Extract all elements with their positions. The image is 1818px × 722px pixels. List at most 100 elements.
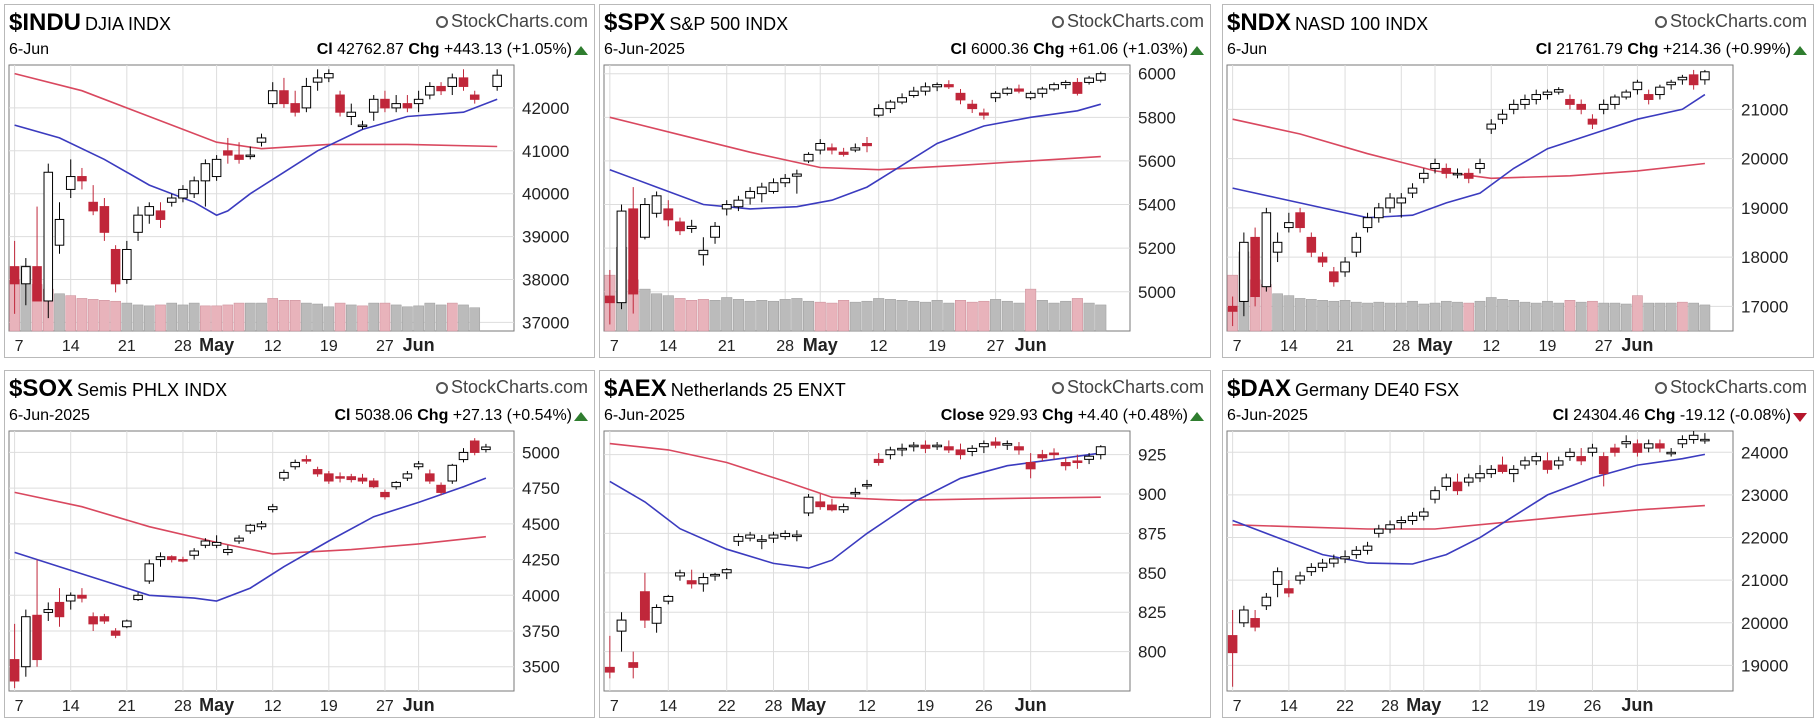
candle-body xyxy=(133,594,143,601)
candle-body xyxy=(1430,163,1440,169)
change-value: +443.13 (+1.05%) xyxy=(443,41,572,58)
candle-body xyxy=(1666,81,1676,86)
volume-bar xyxy=(908,300,920,332)
volume-bar xyxy=(1542,300,1553,332)
y-tick-label: 20000 xyxy=(1741,150,1788,169)
candle-body xyxy=(1340,261,1350,273)
candle-body xyxy=(469,94,480,100)
y-tick-label: 4250 xyxy=(522,551,560,570)
candle-body xyxy=(1385,197,1395,209)
candle-body xyxy=(425,473,435,482)
candle-body xyxy=(391,481,401,488)
x-tick-label: 7 xyxy=(610,338,619,355)
candle-body xyxy=(651,606,662,624)
panel-title: $SPX S&P 500 INDX xyxy=(604,9,1200,37)
candle-body xyxy=(380,491,390,498)
volume-bar xyxy=(803,300,815,332)
x-tick-label: 12 xyxy=(1471,698,1489,715)
volume-bar xyxy=(1395,302,1407,332)
x-tick-label: 22 xyxy=(1336,698,1354,715)
volume-bar xyxy=(1294,298,1306,332)
volume-bar xyxy=(709,300,721,332)
up-arrow-icon xyxy=(574,46,588,55)
candle-body xyxy=(815,142,826,151)
candle-body xyxy=(1037,454,1048,459)
candle-body xyxy=(1340,556,1350,560)
volume-bar xyxy=(1339,300,1351,332)
volume-bar xyxy=(390,304,402,332)
volume-bar xyxy=(838,300,850,332)
y-tick-label: 6000 xyxy=(1138,65,1176,84)
up-arrow-icon xyxy=(1793,46,1807,55)
stockcharts-logo: StockCharts.com xyxy=(435,11,588,32)
y-tick-label: 21000 xyxy=(1741,571,1788,590)
candle-body xyxy=(1072,460,1083,464)
volume-bar xyxy=(826,302,838,332)
x-tick-label: 12 xyxy=(264,338,282,355)
volume-bar xyxy=(1497,299,1508,332)
candle-body xyxy=(481,446,491,451)
candle-body xyxy=(932,444,943,448)
candle-body xyxy=(932,84,943,88)
candle-body xyxy=(99,206,110,233)
x-tick-label: May xyxy=(199,335,234,355)
volume-bar xyxy=(233,302,245,332)
candle-body xyxy=(1261,212,1272,288)
volume-bar xyxy=(1699,304,1711,332)
candle-body xyxy=(1553,89,1564,93)
candle-body xyxy=(1520,98,1530,105)
y-tick-label: 3750 xyxy=(522,622,560,641)
x-tick-label: 26 xyxy=(975,698,993,715)
volume-bar xyxy=(721,297,733,332)
chart-panel-aex: $AEX Netherlands 25 ENXT StockCharts.com … xyxy=(599,370,1211,718)
candle-body xyxy=(324,473,334,482)
quote-line: 6-Jun Cl 21761.79 Chg +214.36 (+0.99%) xyxy=(1227,41,1807,61)
candle-body xyxy=(1587,118,1598,125)
candle-body xyxy=(1655,86,1665,96)
candle-body xyxy=(144,206,155,216)
candle-body xyxy=(9,266,20,285)
candle-body xyxy=(885,101,896,110)
close-label: Cl xyxy=(334,407,351,424)
volume-bar xyxy=(1013,302,1025,332)
index-name: DJIA INDX xyxy=(85,14,172,34)
candle-body xyxy=(368,480,379,488)
candle-body xyxy=(402,473,413,479)
index-name: Semis PHLX INDX xyxy=(77,380,228,400)
candle-body xyxy=(1362,217,1373,229)
plot-area xyxy=(8,430,515,692)
logo-icon xyxy=(1051,16,1064,28)
volume-bar xyxy=(1418,303,1430,332)
ma-short-line xyxy=(609,452,1101,569)
candle-body xyxy=(88,201,98,212)
candle-body xyxy=(1508,468,1519,475)
volume-bar xyxy=(791,298,803,332)
logo-icon xyxy=(1654,382,1667,394)
candle-body xyxy=(1576,103,1586,110)
up-arrow-icon xyxy=(1190,412,1204,421)
x-tick-label: May xyxy=(1406,695,1441,715)
candle-body xyxy=(710,225,720,238)
logo-icon xyxy=(1654,16,1667,28)
logo-text: StockCharts.com xyxy=(1066,11,1204,31)
volume-bar xyxy=(861,300,873,332)
candle-body xyxy=(65,176,76,190)
candle-body xyxy=(234,154,244,160)
chart-panel-ndx: $NDX NASD 100 INDX StockCharts.com 6-Jun … xyxy=(1222,4,1814,358)
volume-bar xyxy=(767,300,779,332)
volume-bar xyxy=(65,295,77,332)
candle-body xyxy=(1060,462,1071,467)
logo-text: StockCharts.com xyxy=(450,11,588,31)
y-tick-label: 4000 xyxy=(522,586,560,605)
ma-short-line xyxy=(14,98,498,217)
candle-body xyxy=(897,447,908,451)
volume-bar xyxy=(278,300,290,332)
candle-body xyxy=(1396,197,1407,204)
volume-bar xyxy=(639,288,651,332)
candle-body xyxy=(346,111,357,117)
candle-body xyxy=(335,94,345,113)
x-tick-label: 21 xyxy=(718,338,736,355)
candle-body xyxy=(1542,91,1553,96)
logo-text: StockCharts.com xyxy=(1669,377,1807,397)
candle-body xyxy=(357,477,368,482)
